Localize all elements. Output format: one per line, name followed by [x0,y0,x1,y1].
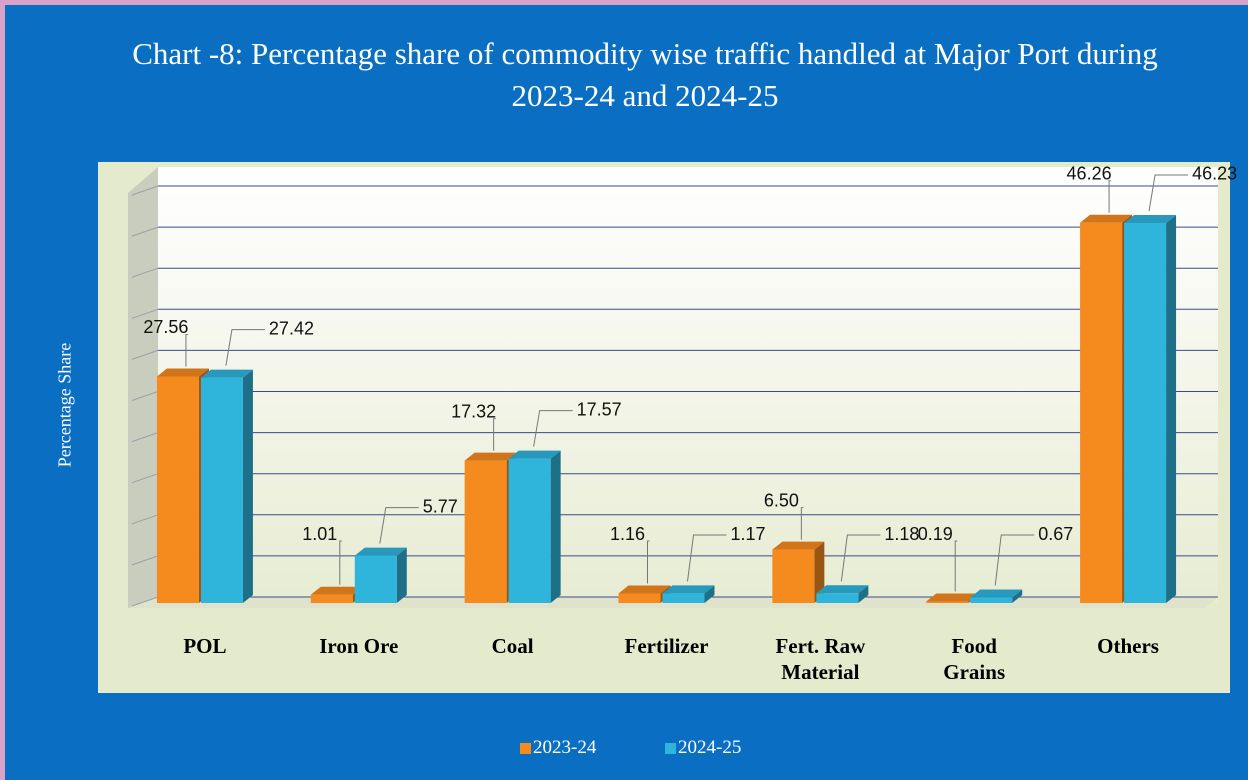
bar-side [550,450,561,603]
bar [310,594,353,603]
bar-top [508,450,561,459]
leader-line [339,540,342,585]
bar-side [1012,589,1023,603]
bar-top [1124,214,1177,223]
y-axis-label: Percentage Share [54,342,75,468]
bar-top [354,547,407,556]
grid-line-side [131,349,159,360]
x-tick-label: Coal [491,634,534,658]
bar [354,555,397,603]
bar [772,549,815,603]
bar-top [926,593,979,602]
bar-top [464,452,517,461]
bar-side [704,585,715,603]
bar-side [858,585,869,603]
bar-top [618,585,671,594]
data-label: 0.67 [1038,524,1073,544]
bar [200,377,243,603]
bar [816,593,859,603]
bar [508,458,551,603]
leader-line [225,329,265,366]
bar-side [1166,214,1177,604]
legend-swatch [520,742,531,754]
grid-line-side [131,267,159,278]
x-tick-label: Iron Ore [319,634,399,658]
legend-item: 2024-25 [665,737,741,759]
grid-line-side [131,555,159,566]
grid-line-side [131,308,159,319]
data-label: 46.26 [1067,163,1112,183]
x-tick-label: Fert. Raw Material [775,634,866,684]
data-label: 1.01 [302,524,337,544]
leader-line [493,418,496,451]
bar-top [200,369,253,378]
bar-top [156,368,209,377]
leader-line [533,410,573,447]
grid-line-side [131,473,159,484]
leader-line [954,540,958,592]
bar [464,460,507,603]
legend-item: 2023-24 [520,737,596,759]
bar [1080,222,1123,603]
leader-line [647,540,650,584]
grid-line-side [131,226,159,237]
bar [970,597,1013,603]
bar-side [396,547,407,603]
bar-top [970,589,1023,598]
bar [618,593,661,603]
leader-line [379,507,419,544]
leader-line [687,534,727,582]
data-label: 5.77 [423,496,458,516]
leader-line [1108,180,1112,213]
bar-top [772,541,825,550]
chart: 27.56 27.42 1.01 5.77 17.32 17.57 1.16 1.17 6.50… [98,162,1237,693]
data-label: 27.56 [143,317,188,337]
bar [1124,222,1167,604]
grid-line-side [131,596,159,607]
data-label: 17.32 [451,401,496,421]
x-tick-label: Food Grains [943,634,1006,684]
chart-title: Chart -8: Percentage share of commodity … [132,36,1158,113]
bar [662,593,705,603]
data-label: 1.18 [884,524,919,544]
bar-top [662,585,715,594]
data-label: 0.19 [918,524,953,544]
leader-line [840,534,881,582]
legend-label: 2023-24 [533,737,597,758]
side-wall [128,167,158,608]
bar-side [814,541,825,603]
x-tick-label: Others [1097,634,1159,658]
legend-swatch [665,742,676,754]
legend-label: 2024-25 [678,737,742,758]
bar-top [816,585,869,594]
grid-line-side [131,514,159,525]
data-label: 1.17 [731,524,766,544]
leader-line [800,507,804,540]
bar-top [1080,214,1133,223]
leader-line [185,333,188,367]
bar-top [310,586,363,595]
data-label: 1.16 [610,524,645,544]
x-tick-label: Fertilizer [624,634,709,658]
data-label: 17.57 [577,399,622,419]
data-label: 6.50 [764,490,799,510]
grid-line-side [131,391,159,401]
x-tick-label: POL [183,634,227,658]
bar-side [242,369,253,603]
leader-line [994,534,1035,586]
bar [156,376,199,603]
leader-line [1148,174,1189,212]
data-label: 27.42 [269,318,314,338]
back-wall [158,167,1218,603]
data-label: 46.23 [1192,164,1237,184]
grid-line-side [131,185,159,196]
bar [926,601,969,603]
grid-line-side [131,432,159,443]
